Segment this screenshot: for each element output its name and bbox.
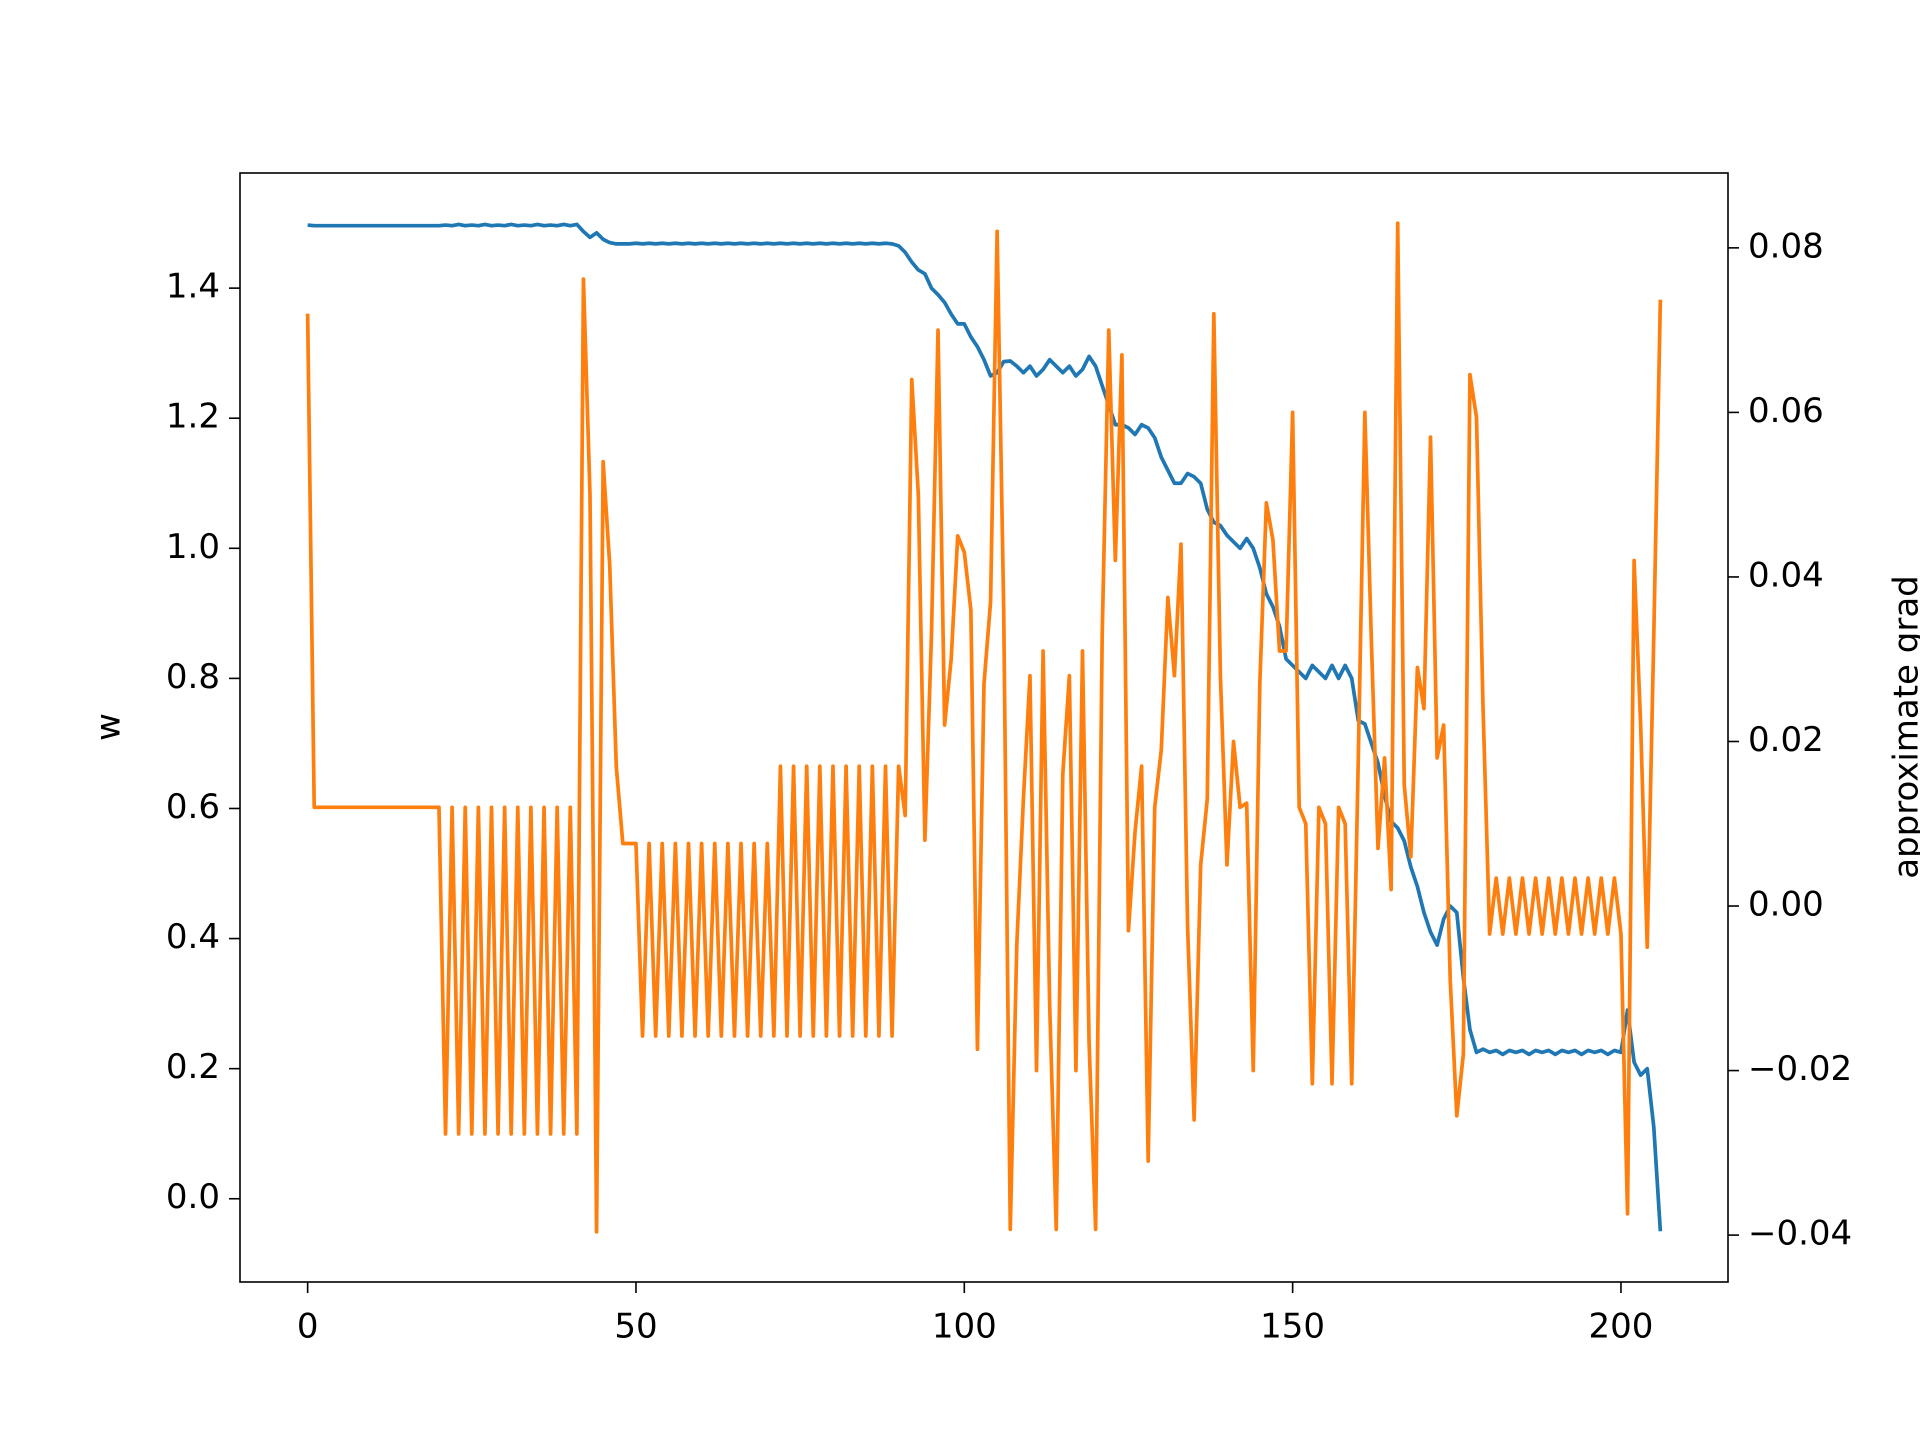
axes-frame <box>239 172 1729 1283</box>
y2-axis-label: approximate grad <box>1887 575 1920 879</box>
y2-tick-label: 0.02 <box>1748 720 1824 760</box>
y2-tick-label: −0.04 <box>1748 1214 1852 1254</box>
x-tick-label: 100 <box>932 1307 997 1347</box>
y-axis-label: w <box>89 713 129 741</box>
y2-tick-label: −0.02 <box>1748 1049 1852 1089</box>
x-tick-label: 50 <box>614 1307 657 1347</box>
y2-tick-label: 0.04 <box>1748 555 1824 595</box>
y-tick-label: 1.0 <box>166 527 220 567</box>
data-line <box>307 222 1663 1232</box>
x-tick-label: 150 <box>1260 1307 1325 1347</box>
plot-area <box>305 221 1663 1234</box>
y2-tick-label: 0.00 <box>1748 885 1824 925</box>
y-tick-label: 1.2 <box>166 397 220 437</box>
y2-tick-label: 0.08 <box>1748 226 1824 266</box>
data-line <box>305 221 1663 1234</box>
x-tick-label: 0 <box>297 1307 319 1347</box>
y-tick-label: 0.0 <box>166 1177 220 1217</box>
y-tick-label: 0.8 <box>166 657 220 697</box>
x-tick-label: 200 <box>1589 1307 1654 1347</box>
y-tick-label: 0.2 <box>166 1047 220 1087</box>
y-tick-label: 0.6 <box>166 787 220 827</box>
y2-tick-label: 0.06 <box>1748 391 1824 431</box>
y-tick-label: 1.4 <box>166 267 220 307</box>
y-tick-label: 0.4 <box>166 917 220 957</box>
